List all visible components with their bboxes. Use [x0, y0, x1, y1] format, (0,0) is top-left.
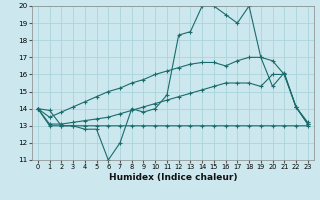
X-axis label: Humidex (Indice chaleur): Humidex (Indice chaleur): [108, 173, 237, 182]
